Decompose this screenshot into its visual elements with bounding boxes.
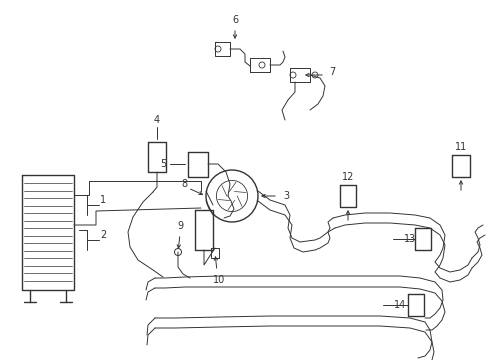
- Text: 6: 6: [231, 15, 238, 25]
- Text: 14: 14: [393, 300, 406, 310]
- Text: 13: 13: [403, 234, 415, 244]
- Text: 7: 7: [328, 67, 334, 77]
- Text: 9: 9: [177, 221, 183, 231]
- Text: 2: 2: [100, 230, 106, 240]
- Text: 5: 5: [160, 159, 166, 169]
- Text: 8: 8: [181, 179, 187, 189]
- Text: 4: 4: [154, 115, 160, 125]
- Text: 12: 12: [341, 172, 353, 182]
- Text: 1: 1: [100, 195, 106, 205]
- Text: 10: 10: [212, 275, 224, 285]
- Text: 11: 11: [454, 142, 466, 152]
- Text: 3: 3: [283, 191, 288, 201]
